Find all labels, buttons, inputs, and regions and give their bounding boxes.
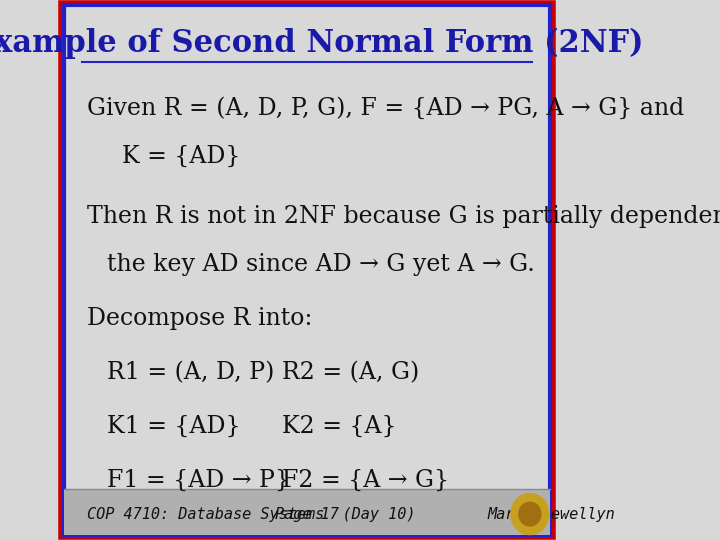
Text: the key AD since AD → G yet A → G.: the key AD since AD → G yet A → G.: [107, 253, 535, 276]
FancyBboxPatch shape: [64, 489, 550, 535]
Text: Given R = (A, D, P, G), F = {AD → PG, A → G} and: Given R = (A, D, P, G), F = {AD → PG, A …: [87, 97, 685, 119]
Text: COP 4710: Database Systems  (Day 10): COP 4710: Database Systems (Day 10): [87, 507, 415, 522]
Text: K = {AD}: K = {AD}: [122, 145, 240, 168]
Text: F2 = {A → G}: F2 = {A → G}: [282, 469, 449, 492]
Text: R1 = (A, D, P): R1 = (A, D, P): [107, 361, 274, 384]
Text: R2 = (A, G): R2 = (A, G): [282, 361, 420, 384]
Text: Then R is not in 2NF because G is partially dependent on: Then R is not in 2NF because G is partia…: [87, 205, 720, 227]
Circle shape: [511, 494, 549, 535]
Text: Mark Llewellyn: Mark Llewellyn: [487, 507, 615, 522]
Circle shape: [519, 502, 541, 526]
Text: F1 = {AD → P}: F1 = {AD → P}: [107, 469, 290, 492]
Text: Example of Second Normal Form (2NF): Example of Second Normal Form (2NF): [0, 28, 644, 59]
Text: Page 17: Page 17: [275, 507, 339, 522]
Text: K1 = {AD}: K1 = {AD}: [107, 415, 241, 438]
Text: Decompose R into:: Decompose R into:: [87, 307, 312, 330]
Text: K2 = {A}: K2 = {A}: [282, 415, 397, 438]
